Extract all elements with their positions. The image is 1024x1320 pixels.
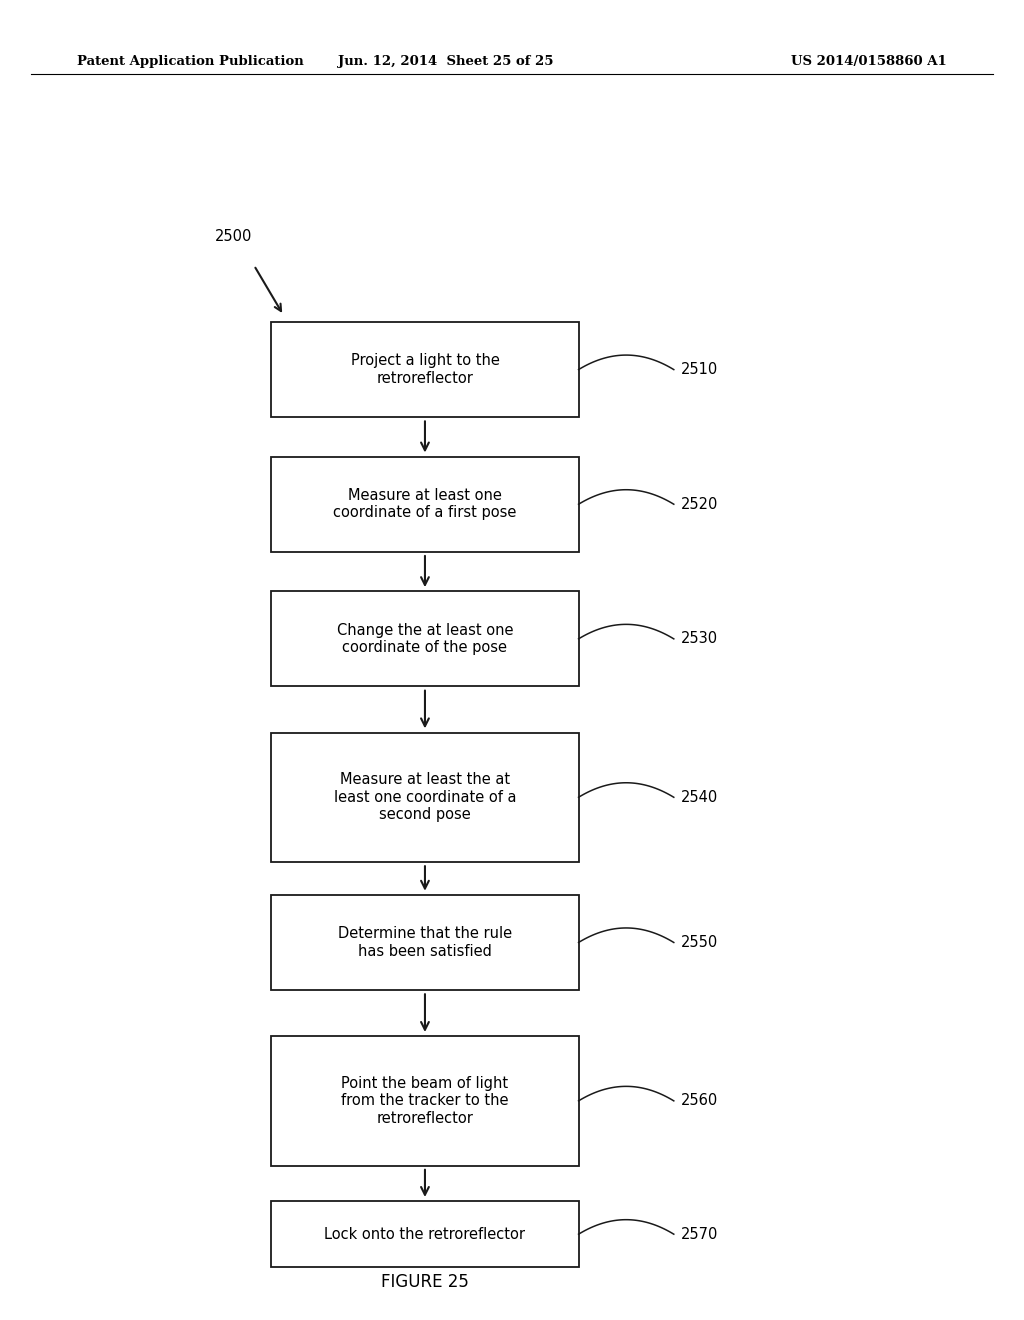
Text: Change the at least one
coordinate of the pose: Change the at least one coordinate of th… (337, 623, 513, 655)
FancyBboxPatch shape (271, 457, 579, 552)
FancyBboxPatch shape (271, 591, 579, 686)
FancyBboxPatch shape (271, 733, 579, 862)
Text: Project a light to the
retroreflector: Project a light to the retroreflector (350, 354, 500, 385)
Text: Patent Application Publication: Patent Application Publication (77, 55, 303, 69)
Text: 2540: 2540 (681, 789, 718, 805)
Text: Measure at least one
coordinate of a first pose: Measure at least one coordinate of a fir… (333, 488, 517, 520)
FancyBboxPatch shape (271, 322, 579, 417)
Text: 2560: 2560 (681, 1093, 718, 1109)
Text: Measure at least the at
least one coordinate of a
second pose: Measure at least the at least one coordi… (334, 772, 516, 822)
Text: 2530: 2530 (681, 631, 718, 647)
FancyBboxPatch shape (271, 1036, 579, 1166)
Text: US 2014/0158860 A1: US 2014/0158860 A1 (792, 55, 947, 69)
Text: 2510: 2510 (681, 362, 718, 378)
Text: Jun. 12, 2014  Sheet 25 of 25: Jun. 12, 2014 Sheet 25 of 25 (338, 55, 553, 69)
Text: Lock onto the retroreflector: Lock onto the retroreflector (325, 1226, 525, 1242)
Text: 2570: 2570 (681, 1226, 718, 1242)
Text: Point the beam of light
from the tracker to the
retroreflector: Point the beam of light from the tracker… (341, 1076, 509, 1126)
Text: 2520: 2520 (681, 496, 718, 512)
Text: Determine that the rule
has been satisfied: Determine that the rule has been satisfi… (338, 927, 512, 958)
Text: 2500: 2500 (215, 228, 252, 244)
Text: 2550: 2550 (681, 935, 718, 950)
FancyBboxPatch shape (271, 1201, 579, 1267)
FancyBboxPatch shape (271, 895, 579, 990)
Text: FIGURE 25: FIGURE 25 (381, 1272, 469, 1291)
